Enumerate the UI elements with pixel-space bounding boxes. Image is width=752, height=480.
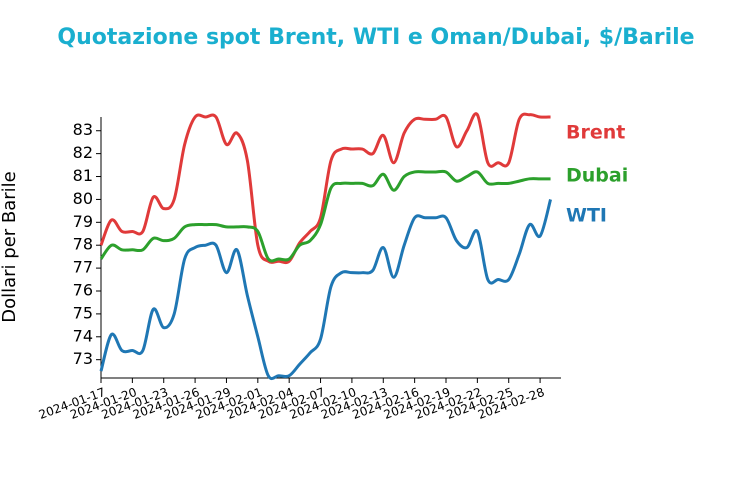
y-tick-label: 74 [73, 326, 93, 345]
series-line [99, 169, 551, 263]
y-tick-label: 73 [73, 349, 93, 368]
y-axis-label: Dollari per Barile [0, 171, 20, 323]
y-tick-label: 77 [73, 258, 93, 277]
legend-label: Dubai [566, 165, 628, 187]
y-tick-label: 75 [73, 303, 93, 322]
series-line [99, 199, 552, 381]
legend-label: Brent [566, 122, 625, 144]
y-tick-label: 78 [73, 235, 93, 254]
y-tick-label: 83 [73, 120, 93, 139]
y-tick-label: 81 [73, 166, 93, 185]
y-tick-label: 79 [73, 212, 93, 231]
legend-label: WTI [566, 205, 607, 227]
series-line [99, 112, 551, 265]
y-tick-label: 76 [73, 281, 93, 300]
y-tick-label: 80 [73, 189, 93, 208]
y-tick-label: 82 [73, 143, 93, 162]
chart-title: Quotazione spot Brent, WTI e Oman/Dubai,… [57, 25, 694, 50]
